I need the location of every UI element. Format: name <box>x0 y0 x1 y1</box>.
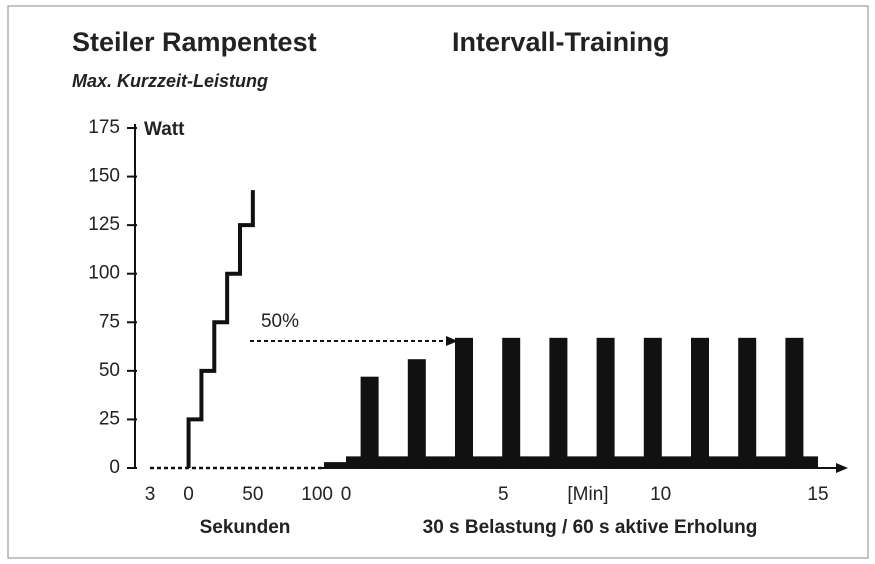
x-tick-label: 5 <box>498 484 509 505</box>
frame <box>7 5 869 559</box>
x-tick-label: 3 <box>145 484 156 505</box>
y-axis-label: Watt <box>144 119 185 140</box>
chart-title: Steiler Rampentest <box>72 27 317 57</box>
bar <box>691 337 709 468</box>
bar <box>549 337 568 468</box>
x-tick-label: 0 <box>183 484 194 505</box>
annotation-arrowhead <box>446 336 458 346</box>
annotation: 50% <box>261 311 299 332</box>
x-tick-label: 10 <box>650 484 671 505</box>
chart-title: Intervall-Training <box>452 27 670 57</box>
bar <box>785 337 804 468</box>
bar <box>643 337 662 468</box>
x-tick-label: 50 <box>242 484 263 505</box>
x-tick-label: 0 <box>341 484 352 505</box>
y-tick-label: 50 <box>99 360 120 381</box>
x-axis-label: Sekunden <box>200 517 291 538</box>
bar <box>502 337 521 468</box>
y-tick-label: 175 <box>88 117 120 138</box>
y-tick-label: 100 <box>88 263 120 284</box>
x-tick-label: 100 <box>301 484 333 505</box>
bar <box>360 376 379 468</box>
x-unit-label: [Min] <box>567 484 608 505</box>
bar <box>455 337 473 468</box>
y-tick-label: 150 <box>88 166 120 187</box>
x-axis-label: 30 s Belastung / 60 s aktive Erholung <box>423 517 758 538</box>
ramp-line <box>186 190 255 468</box>
y-tick-label: 0 <box>109 457 120 478</box>
axis-arrow <box>836 463 848 473</box>
chart-subtitle: Max. Kurzzeit-Leistung <box>72 71 268 91</box>
x-tick-label: 15 <box>807 484 828 505</box>
y-tick-label: 75 <box>99 311 120 332</box>
y-tick-label: 125 <box>88 214 120 235</box>
y-tick-label: 25 <box>99 408 120 429</box>
bar <box>738 337 757 468</box>
warmup-area <box>323 462 346 468</box>
bar <box>596 337 615 468</box>
bar <box>407 359 426 468</box>
